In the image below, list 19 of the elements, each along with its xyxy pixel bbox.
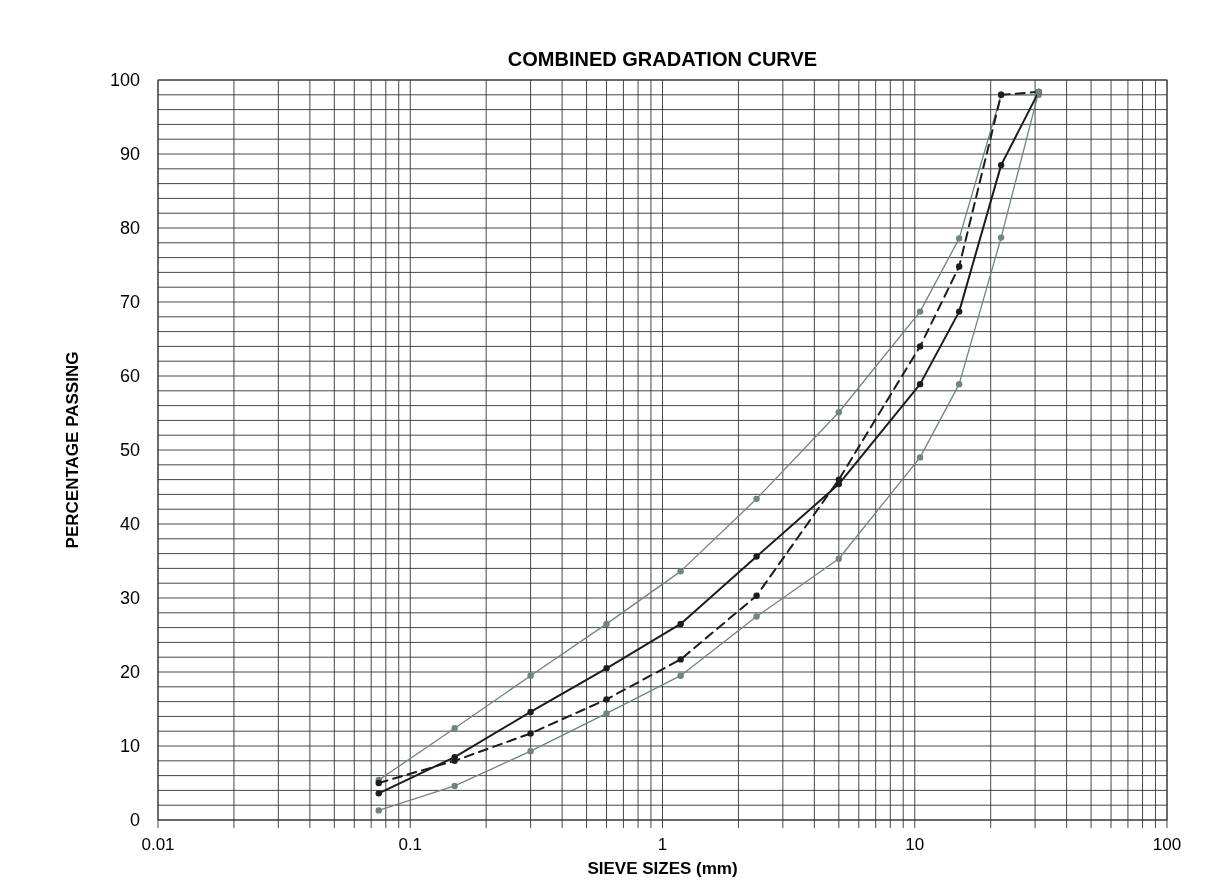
chart-title: COMBINED GRADATION CURVE — [507, 48, 818, 70]
x-axis-title: SIEVE SIZES (mm) — [587, 859, 738, 878]
x-tick-label: 0.1 — [398, 835, 423, 854]
y-tick-label: 80 — [119, 218, 140, 239]
y-tick-label: 70 — [119, 292, 140, 313]
y-tick-label: 20 — [119, 662, 140, 683]
y-tick-label: 50 — [119, 440, 140, 461]
x-tick-label: 10 — [905, 835, 925, 854]
x-tick-label: 1 — [657, 835, 668, 854]
y-tick-label: 40 — [119, 514, 140, 535]
x-tick-label: 100 — [1152, 835, 1182, 854]
y-tick-label: 0 — [129, 810, 140, 831]
y-tick-label: 30 — [119, 588, 140, 609]
y-tick-label: 90 — [119, 144, 140, 165]
y-axis-title: PERCENTAGE PASSING — [63, 351, 82, 549]
y-tick-label: 10 — [119, 736, 140, 757]
x-tick-label: 0.01 — [141, 835, 175, 854]
y-tick-label: 100 — [109, 70, 140, 91]
y-tick-label: 60 — [119, 366, 140, 387]
